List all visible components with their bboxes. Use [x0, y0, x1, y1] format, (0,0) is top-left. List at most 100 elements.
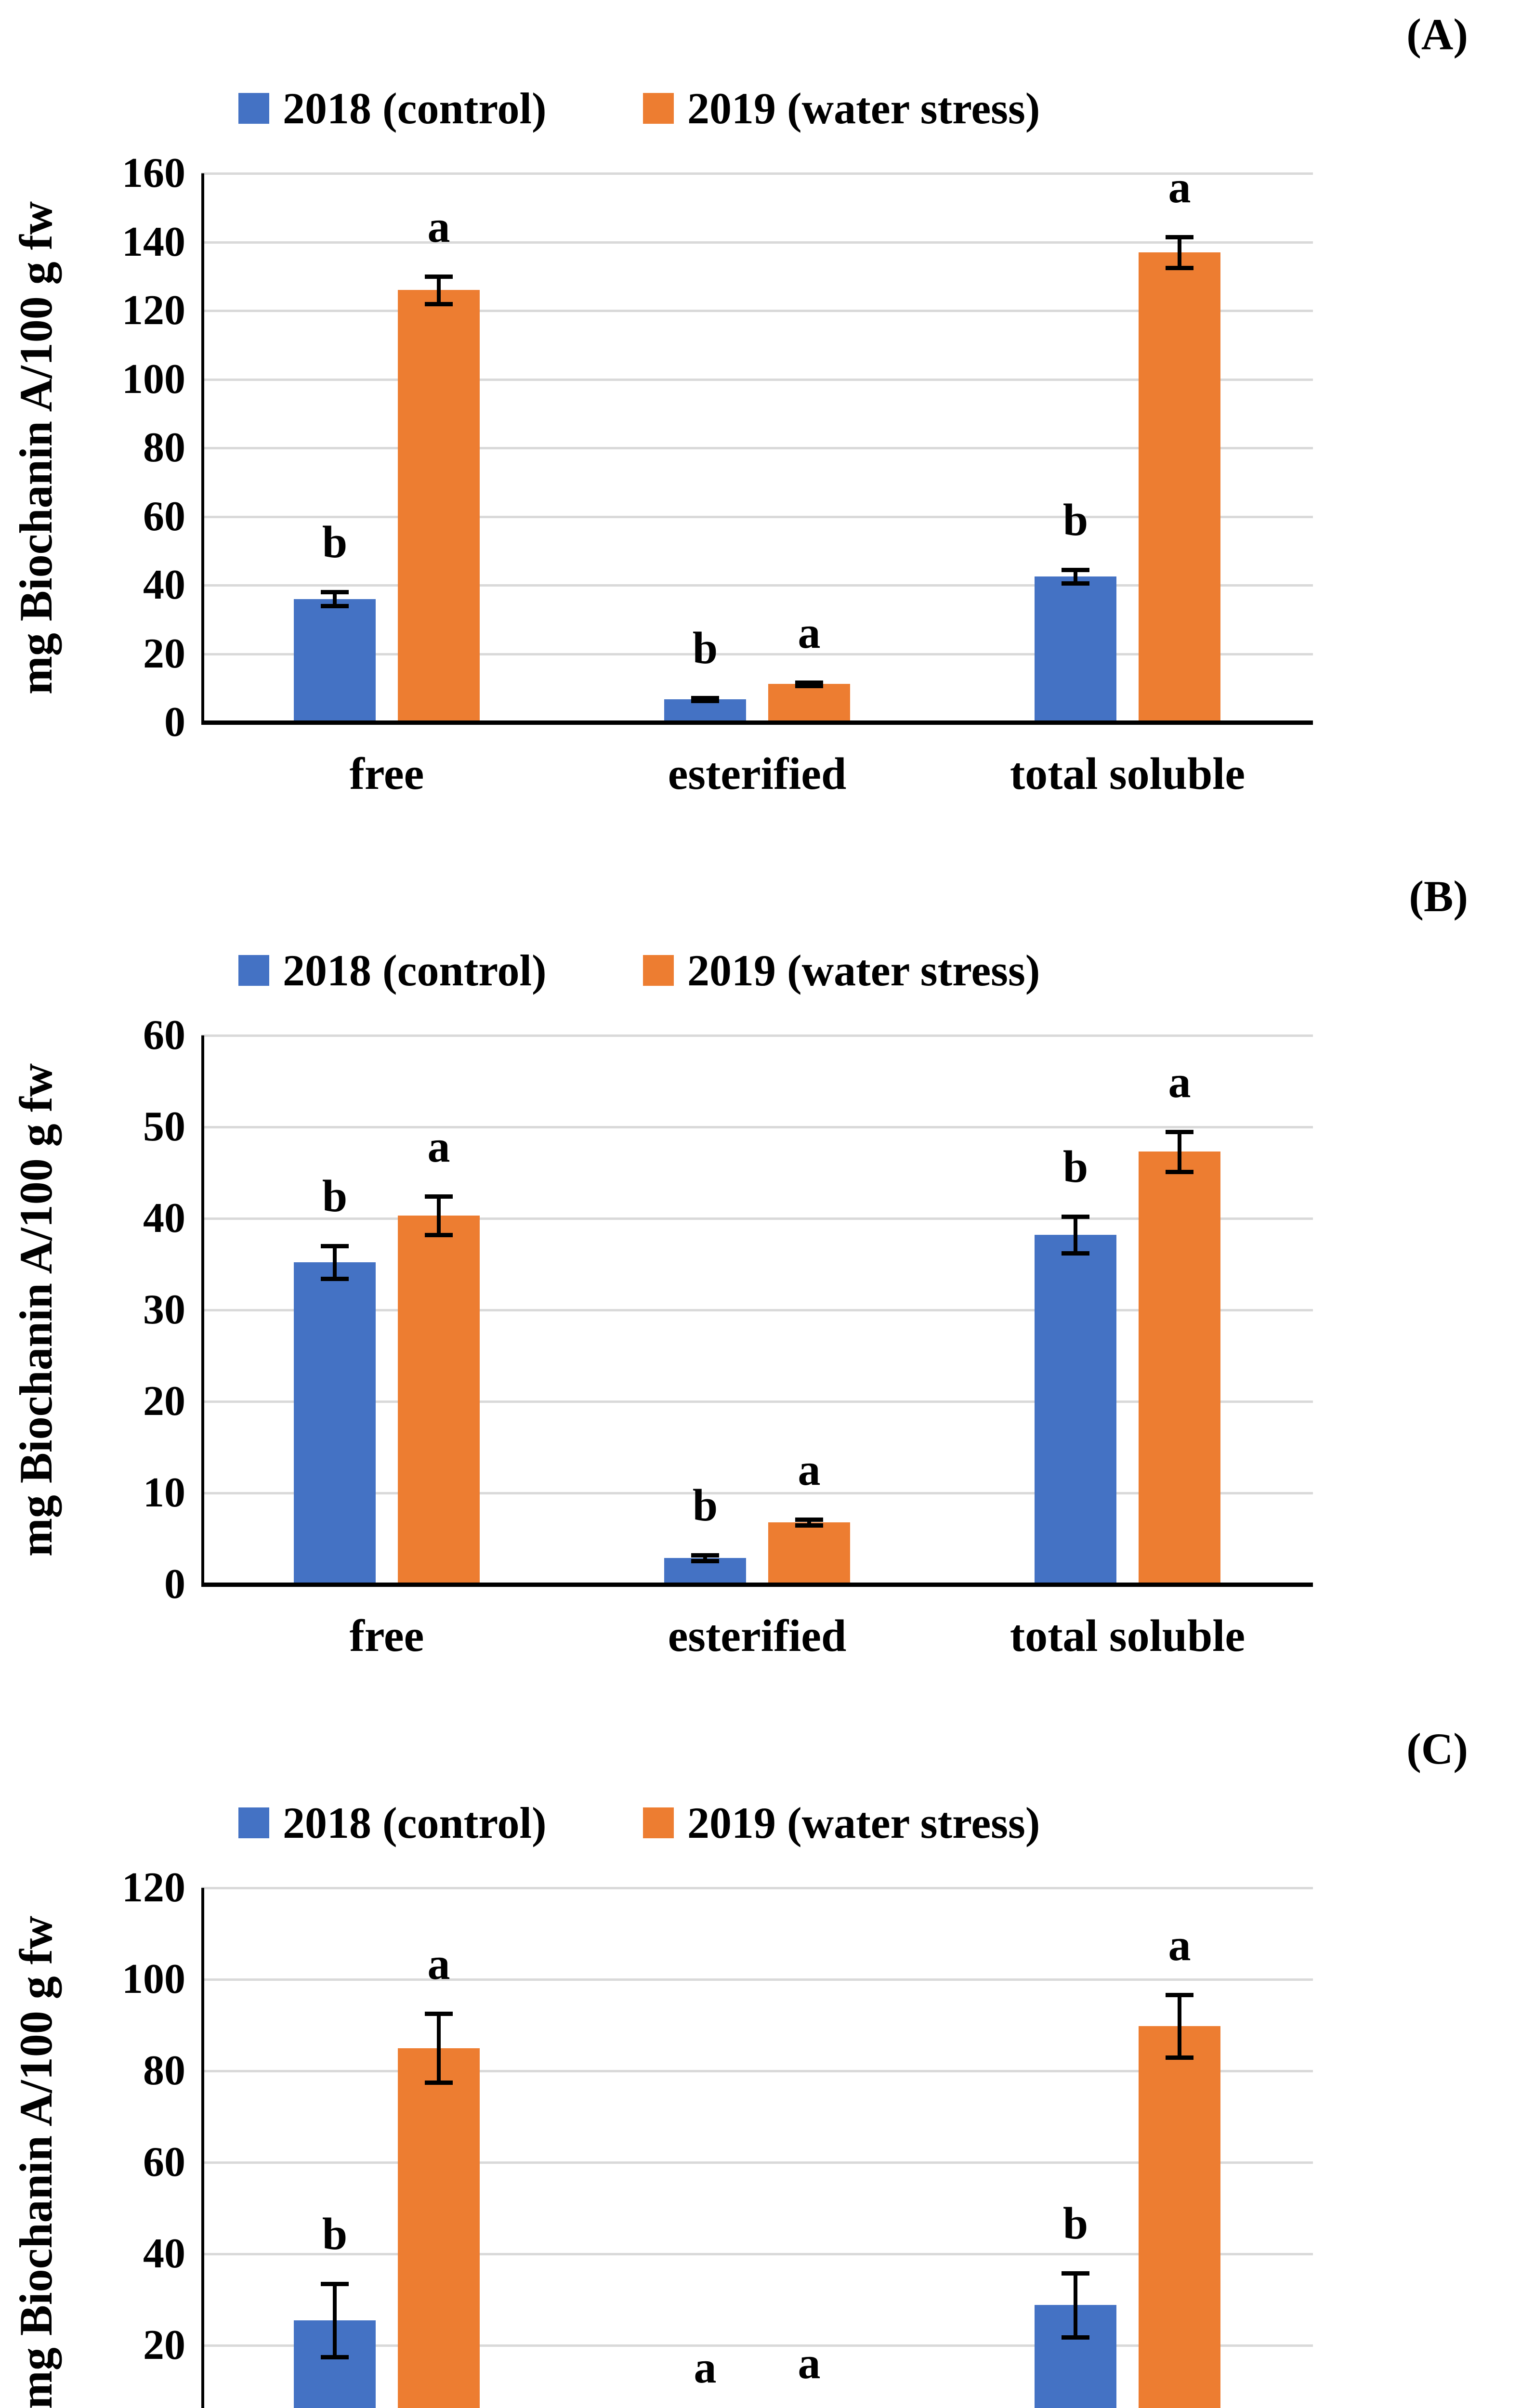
y-tick-label: 60 [143, 493, 185, 540]
panel-letter-label: (C) [1406, 1724, 1468, 1773]
error-bar-cap-top [425, 2012, 453, 2016]
error-bar-cap-bottom [1166, 265, 1193, 270]
gridline [201, 1400, 1313, 1403]
error-bar-cap-bottom [1166, 2055, 1193, 2060]
legend-swatch-icon [643, 1807, 674, 1838]
error-bar [437, 276, 441, 304]
y-tick-label: 30 [143, 1286, 185, 1333]
error-bar [1074, 569, 1077, 584]
gridline [201, 1126, 1313, 1128]
error-bar-cap-top [425, 274, 453, 279]
y-tick-label: 120 [122, 1864, 185, 1911]
gridline [201, 2161, 1313, 2164]
y-tick-label: 20 [143, 1378, 185, 1425]
error-bar-cap-top [795, 680, 823, 685]
error-bar-cap-top [795, 1518, 823, 1522]
y-tick-label: 0 [164, 1561, 185, 1608]
error-bar-cap-top [1166, 1993, 1193, 1998]
y-tick-label: 60 [143, 1012, 185, 1059]
gridline [201, 172, 1313, 175]
gridline [201, 2344, 1313, 2347]
error-bar [1074, 2273, 1077, 2337]
error-bar-cap-bottom [795, 1523, 823, 1528]
y-tick-label: 40 [143, 1195, 185, 1242]
bar-2019-total-soluble [1139, 2026, 1220, 2408]
significance-letter: b [692, 1480, 718, 1531]
gridline [201, 1887, 1313, 1889]
legend-item-2019: 2019 (water stress) [643, 1796, 1040, 1849]
legend-label: 2019 (water stress) [687, 1798, 1040, 1847]
bar-2019-total-soluble [1139, 1152, 1220, 1583]
category-label-total-soluble: total soluble [1010, 749, 1246, 799]
gridline [201, 310, 1313, 312]
legend-swatch-icon [238, 93, 269, 124]
legend-swatch-icon [238, 955, 269, 986]
significance-letter: b [1062, 495, 1088, 545]
significance-letter: a [1168, 1920, 1191, 1971]
y-tick-label: 140 [122, 218, 185, 265]
gridline [201, 378, 1313, 381]
error-bar [1074, 1217, 1077, 1254]
error-bar [333, 2283, 337, 2357]
error-bar-cap-bottom [691, 1558, 719, 1563]
gridline [201, 2253, 1313, 2255]
y-axis-line [201, 1035, 204, 1584]
y-tick-label: 50 [143, 1103, 185, 1150]
legend-label: 2019 (water stress) [687, 946, 1040, 995]
significance-letter: b [322, 517, 348, 568]
y-tick-label: 120 [122, 287, 185, 334]
legend-swatch-icon [643, 93, 674, 124]
y-tick-label: 20 [143, 2322, 185, 2369]
error-bar-cap-bottom [425, 2080, 453, 2085]
y-tick-label: 40 [143, 2230, 185, 2277]
panel-c: (C) 2018 (control) 2019 (water stress) mg B… [0, 1714, 1521, 2408]
error-bar-cap-bottom [1062, 1251, 1089, 1256]
gridline [201, 241, 1313, 244]
error-bar-cap-bottom [1062, 581, 1089, 586]
bar-2019-free [398, 1216, 480, 1583]
error-bar-cap-top [691, 696, 719, 701]
gridline [201, 584, 1313, 587]
significance-letter: a [427, 201, 450, 252]
panel-a: (A) 2018 (control) 2019 (water stress) mg B… [0, 0, 1521, 851]
gridline [201, 1309, 1313, 1311]
legend-label: 2018 (control) [283, 84, 547, 133]
significance-letter: a [1168, 162, 1191, 212]
legend-item-2018: 2018 (control) [238, 82, 547, 135]
bar-2018-free [294, 1262, 376, 1583]
significance-letter: a [427, 1939, 450, 1989]
gridline [201, 2070, 1313, 2072]
significance-letter: b [1062, 2198, 1088, 2249]
legend-item-2019: 2019 (water stress) [643, 82, 1040, 135]
significance-letter: b [692, 623, 718, 674]
bar-2018-total-soluble [1035, 576, 1116, 720]
category-label-free: free [349, 749, 424, 799]
error-bar-cap-top [321, 1244, 349, 1248]
significance-letter: b [1062, 1142, 1088, 1192]
category-label-esterified: esterified [668, 1611, 847, 1661]
error-bar-cap-top [425, 1194, 453, 1199]
error-bar-cap-bottom [425, 301, 453, 306]
significance-letter: a [798, 1445, 821, 1495]
error-bar-cap-bottom [1166, 1170, 1193, 1175]
error-bar-cap-bottom [321, 1277, 349, 1282]
error-bar-cap-bottom [691, 699, 719, 704]
error-bar [1178, 236, 1181, 268]
x-axis-line [201, 720, 1313, 725]
error-bar [333, 1246, 337, 1279]
error-bar [703, 1555, 707, 1561]
error-bar [1178, 1995, 1181, 2057]
significance-letter: b [322, 2209, 348, 2259]
gridline [201, 1492, 1313, 1494]
legend-label: 2018 (control) [283, 946, 547, 995]
error-bar-cap-top [1062, 1215, 1089, 1219]
error-bar-cap-top [1062, 2271, 1089, 2276]
bar-2019-esterified [768, 684, 850, 720]
y-tick-label: 20 [143, 630, 185, 677]
gridline [201, 1034, 1313, 1037]
y-tick-label: 80 [143, 424, 185, 471]
y-axis-line [201, 173, 204, 722]
significance-letter: a [694, 2343, 717, 2393]
legend-swatch-icon [643, 955, 674, 986]
error-bar [807, 1519, 811, 1525]
